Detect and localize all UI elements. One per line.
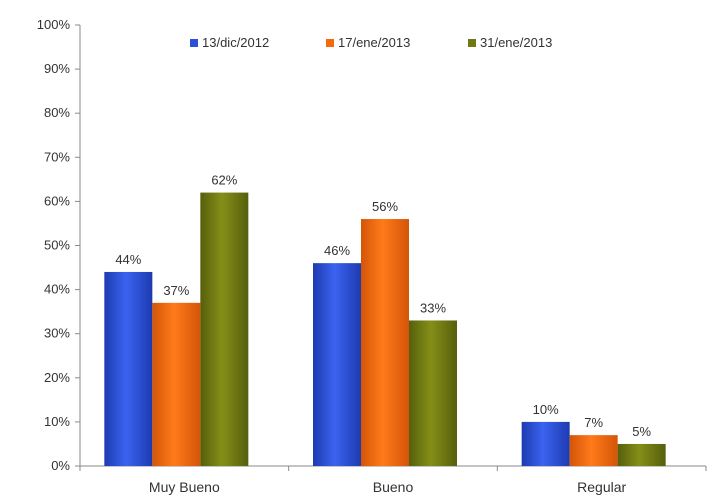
y-tick-label: 100% <box>37 17 71 32</box>
bars <box>104 192 666 466</box>
y-tick-label: 80% <box>44 105 70 120</box>
y-tick-label: 90% <box>44 61 70 76</box>
legend-label: 31/ene/2013 <box>480 35 552 50</box>
y-tick-label: 40% <box>44 282 70 297</box>
legend: 13/dic/2012 17/ene/2013 31/ene/2013 <box>190 35 552 50</box>
data-label: 7% <box>584 415 603 430</box>
data-labels: 44% 37% 62% 46% 56% 33% 10% 7% 5% <box>115 173 651 439</box>
bar-17/ene/2013-Regular <box>569 435 618 466</box>
legend-swatch <box>468 39 476 47</box>
bar-31/ene/2013-Regular <box>617 443 666 466</box>
x-category-label: Bueno <box>373 479 414 495</box>
data-label: 56% <box>372 199 398 214</box>
data-label: 46% <box>324 243 350 258</box>
bar-17/ene/2013-Bueno <box>361 219 409 466</box>
x-category-label: Muy Bueno <box>149 479 220 495</box>
bar-31/ene/2013-Muy Bueno <box>200 192 249 466</box>
axes: 0% 10% 20% 30% 40% 50% 60% 70% 80% 90% 100% Muy Bue… <box>37 17 707 495</box>
bar-31/ene/2013-Bueno <box>409 320 457 466</box>
bar-13/dic/2012-Muy Bueno <box>104 271 153 466</box>
data-label: 37% <box>163 283 189 298</box>
y-tick-label: 0% <box>51 458 70 473</box>
y-tick-label: 30% <box>44 326 70 341</box>
y-tick-label: 60% <box>44 193 70 208</box>
y-tick-label: 50% <box>44 238 70 253</box>
y-tick-label: 10% <box>44 414 70 429</box>
legend-swatch <box>326 39 334 47</box>
data-label: 44% <box>115 252 141 267</box>
data-label: 62% <box>211 173 237 188</box>
legend-label: 17/ene/2013 <box>338 35 410 50</box>
bar-13/dic/2012-Regular <box>521 421 570 466</box>
bar-17/ene/2013-Muy Bueno <box>152 302 201 466</box>
x-category-label: Regular <box>577 479 626 495</box>
legend-label: 13/dic/2012 <box>202 35 269 50</box>
data-label: 5% <box>632 424 651 439</box>
y-tick-label: 20% <box>44 370 70 385</box>
y-tick-label: 70% <box>44 149 70 164</box>
legend-swatch <box>190 39 198 47</box>
data-label: 10% <box>533 402 559 417</box>
bar-13/dic/2012-Bueno <box>313 263 361 466</box>
data-label: 33% <box>420 300 446 315</box>
